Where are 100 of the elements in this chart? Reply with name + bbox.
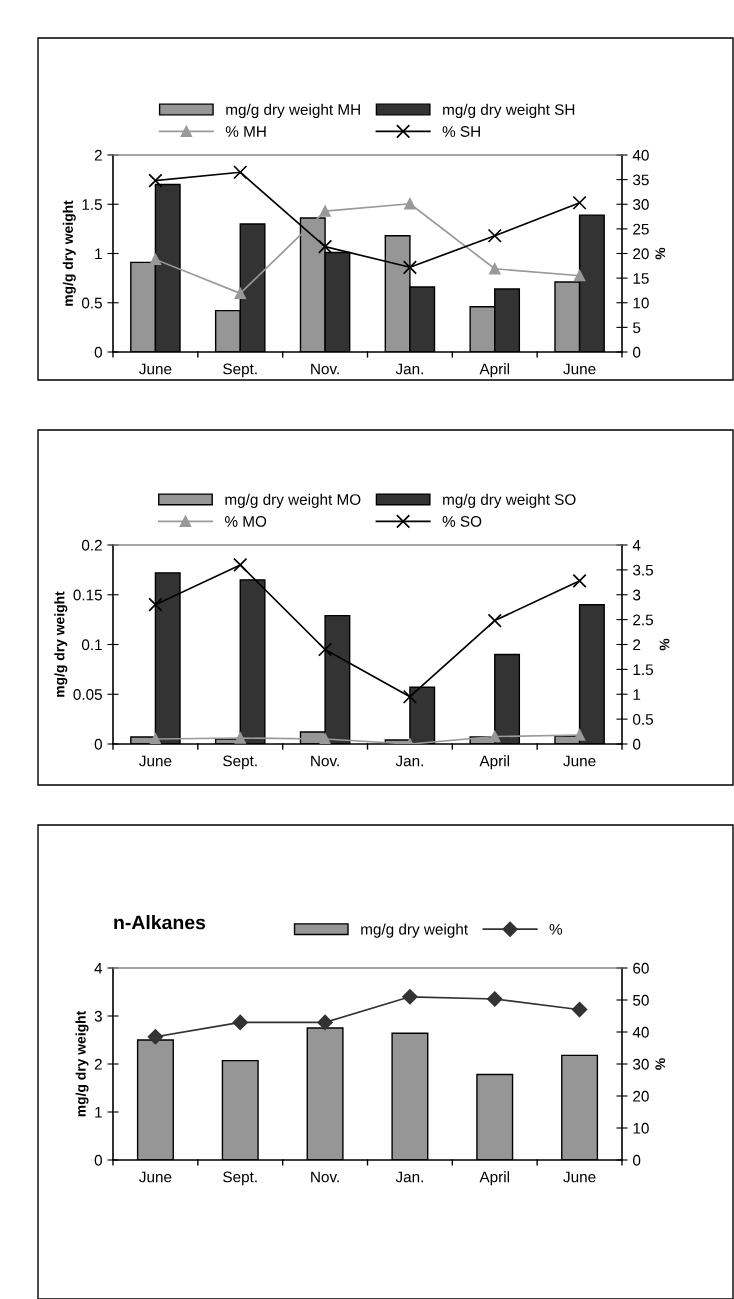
y-tick-label: 0.05 <box>73 689 102 700</box>
point <box>571 1001 588 1018</box>
y-tick-label: 0.15 <box>73 589 102 601</box>
point <box>149 253 162 266</box>
x-tick-label: Nov. <box>311 363 339 375</box>
x-tick-label: June <box>139 755 172 767</box>
y2-tick-label: 20 <box>633 248 649 260</box>
legend-label: % SH <box>442 126 480 137</box>
y-tick-label: 0 <box>94 738 102 750</box>
legend-label: % MO <box>224 516 267 527</box>
y2-tick-label: 30 <box>633 199 649 210</box>
y2-tick-label: 4 <box>632 540 641 551</box>
y2-tick-label: 20 <box>633 1090 649 1102</box>
y2-tick-label: 0 <box>633 1154 641 1166</box>
x-tick-label: June <box>139 1171 172 1183</box>
point <box>404 198 416 210</box>
point <box>487 991 503 1007</box>
point <box>233 557 248 572</box>
point <box>232 1014 248 1031</box>
x-tick-label: April <box>479 755 510 770</box>
y-tick-label: 4 <box>94 963 103 974</box>
y2-axis-title: % <box>655 247 666 260</box>
y2-tick-label: 1 <box>633 689 641 700</box>
x-tick-label: June <box>139 363 172 375</box>
point <box>319 205 331 217</box>
y-tick-label: 0.2 <box>81 539 102 551</box>
legend-label: mg/g dry weight SH <box>443 103 575 119</box>
y2-tick-label: 2 <box>633 639 641 651</box>
x-tick-label: June <box>563 1171 596 1183</box>
y2-tick-label: 35 <box>633 174 649 186</box>
x-tick-label: June <box>563 755 596 767</box>
y2-tick-label: 10 <box>633 297 649 309</box>
legend-label: % SO <box>442 516 482 527</box>
point <box>317 1014 333 1031</box>
x-tick-label: Jan. <box>395 755 423 767</box>
x-tick-label: Nov. <box>311 755 339 767</box>
y-tick-label: 1 <box>95 1107 102 1118</box>
y-tick-label: 3 <box>94 1010 102 1022</box>
point <box>234 732 246 744</box>
y2-axis-title: % <box>659 638 670 651</box>
point <box>148 597 163 612</box>
y-tick-label: 2 <box>94 1058 102 1070</box>
y2-tick-label: 2.5 <box>633 614 654 626</box>
y-tick-label: 2 <box>94 149 102 161</box>
y2-tick-label: 40 <box>632 1026 649 1038</box>
legend-label: mg/g dry weight MH <box>226 103 360 119</box>
point <box>402 260 418 275</box>
point <box>317 239 333 254</box>
y-tick-label: 1 <box>95 248 102 260</box>
y-axis-title: mg/g dry weight <box>54 591 68 697</box>
point <box>319 733 331 744</box>
legend-label: % MH <box>225 126 266 137</box>
y-tick-label: 1.5 <box>82 199 102 210</box>
point <box>402 989 418 1005</box>
chart-title: n-Alkanes <box>114 915 206 930</box>
point <box>147 1029 164 1045</box>
y2-tick-label: 30 <box>633 1058 649 1070</box>
legend-label: % <box>549 923 563 935</box>
y2-tick-label: 1.5 <box>633 664 654 676</box>
y2-tick-label: 40 <box>632 149 649 161</box>
x-tick-label: Sept. <box>223 755 257 770</box>
point <box>572 573 587 588</box>
point <box>487 228 502 243</box>
y2-tick-label: 10 <box>633 1122 649 1134</box>
x-tick-label: June <box>563 363 596 375</box>
point <box>402 689 418 704</box>
legend-label: mg/g dry weight SO <box>443 493 576 508</box>
legend-label: mg/g dry weight MO <box>225 493 361 508</box>
y2-tick-label: 0 <box>633 346 641 358</box>
y-tick-label: 0.5 <box>81 297 102 309</box>
point <box>489 263 501 275</box>
y2-tick-label: 25 <box>633 223 649 235</box>
point <box>233 165 248 180</box>
y2-tick-label: 3 <box>633 589 641 601</box>
point <box>149 733 162 744</box>
x-tick-label: April <box>479 1171 510 1186</box>
legend-label: mg/g dry weight <box>361 923 468 938</box>
x-tick-label: Sept. <box>223 363 257 378</box>
point <box>572 195 587 210</box>
y-tick-label: 0 <box>94 346 102 358</box>
y2-tick-label: 0 <box>633 738 641 750</box>
y2-tick-label: 60 <box>633 962 649 974</box>
y-tick-label: 0.1 <box>81 639 102 651</box>
point <box>317 642 333 657</box>
x-tick-label: Nov. <box>311 1171 339 1183</box>
y-axis-title: mg/g dry weight <box>62 200 76 306</box>
y2-tick-label: 3.5 <box>633 564 654 576</box>
point <box>573 269 586 282</box>
point <box>234 287 246 300</box>
x-tick-label: Jan. <box>395 1171 423 1183</box>
y2-tick-label: 0.5 <box>633 713 654 725</box>
y2-tick-label: 5 <box>633 322 641 334</box>
point <box>148 173 163 188</box>
x-tick-label: Jan. <box>395 363 423 375</box>
x-tick-label: Sept. <box>223 1171 257 1186</box>
x-tick-label: April <box>479 363 510 378</box>
y2-tick-label: 50 <box>633 994 649 1006</box>
y2-axis-title: % <box>655 1058 666 1070</box>
y2-tick-label: 15 <box>633 273 649 284</box>
y-tick-label: 0 <box>94 1154 102 1166</box>
